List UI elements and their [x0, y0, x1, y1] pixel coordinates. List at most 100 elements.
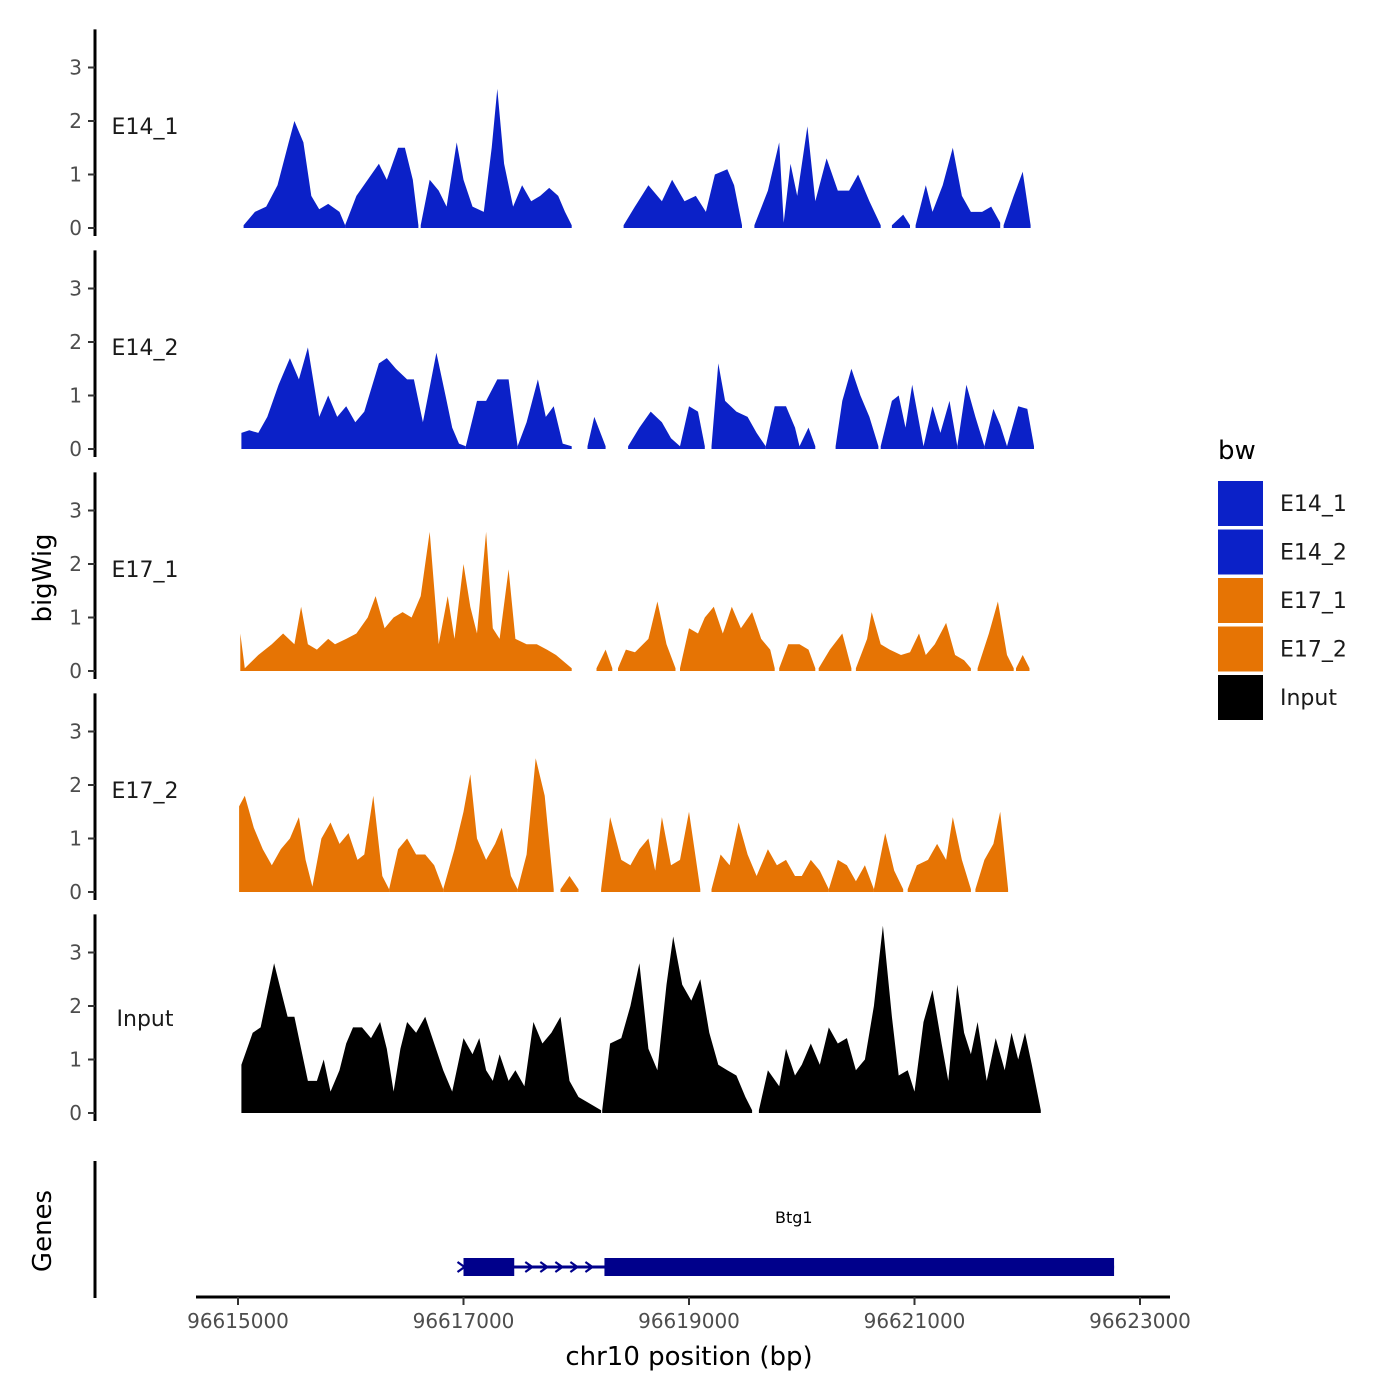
- legend-swatch-E14_2: [1218, 529, 1263, 575]
- y-tick-label: 2: [69, 773, 82, 797]
- legend-label-E17_2: E17_2: [1280, 638, 1347, 663]
- x-axis-title: chr10 position (bp): [565, 1342, 812, 1372]
- signal-area-Input-2: [758, 925, 1041, 1113]
- signal-area-E14_2-8: [799, 427, 816, 449]
- x-tick-label: 96615000: [187, 1309, 289, 1333]
- x-tick-label: 96623000: [1089, 1309, 1191, 1333]
- track-Input: 0 1 2 3 Input: [69, 914, 1041, 1125]
- signal-area-E14_2-13: [984, 408, 1007, 449]
- y-tick-label: 0: [69, 437, 82, 461]
- x-tick-label: 96619000: [638, 1309, 740, 1333]
- signal-area-E17_1-8: [1016, 655, 1030, 671]
- track-E14_2: 0 1 2 3 E14_2: [69, 250, 1034, 461]
- x-axis: 96615000 96617000 96619000 96621000 96623000: [187, 1295, 1191, 1333]
- strand-arrow: [584, 1261, 595, 1273]
- signal-area-E14_2-3: [587, 416, 606, 449]
- y-tick-label: 1: [69, 827, 82, 851]
- bigwig-tracks: 0 1 2 3 E14_1 0 1 2 3 E14_2 0 1 2 3 E17_1 0 1 2 3 E17_2 0 1 2 3…: [69, 29, 1041, 1125]
- signal-area-E17_1-7: [977, 601, 1014, 671]
- y-tick-label: 0: [69, 659, 82, 683]
- signal-area-E14_2-12: [957, 384, 985, 449]
- legend-label-E17_1: E17_1: [1280, 589, 1347, 614]
- legend-swatch-E17_1: [1218, 578, 1263, 623]
- y-tick-label: 0: [69, 880, 82, 904]
- track-E14_1: 0 1 2 3 E14_1: [69, 29, 1031, 240]
- signal-area-E14_2-1: [465, 379, 518, 449]
- signal-area-E14_2-9: [835, 368, 879, 449]
- y-tick-label: 2: [69, 552, 82, 576]
- signal-area-E17_2-8: [873, 833, 904, 892]
- y-tick-label: 1: [69, 163, 82, 187]
- y-tick-label: 2: [69, 109, 82, 133]
- legend-label-Input: Input: [1280, 686, 1337, 711]
- signal-area-E14_2-10: [880, 384, 924, 449]
- y-tick-label: 2: [69, 330, 82, 354]
- signal-area-E14_1-2: [420, 88, 572, 229]
- panel-label-Input: Input: [117, 1007, 174, 1032]
- y-tick-label: 2: [69, 994, 82, 1018]
- genes-track: Btg1: [93, 1161, 1115, 1298]
- y-tick-label: 3: [69, 277, 82, 301]
- gene-exon-0: [463, 1258, 515, 1276]
- legend-swatch-E17_2: [1218, 626, 1263, 672]
- genes-track-title: Genes: [28, 1190, 58, 1272]
- panel-label-E17_1: E17_1: [112, 558, 179, 583]
- signal-area-E14_2-4: [628, 411, 680, 449]
- y-tick-label: 1: [69, 606, 82, 630]
- signal-area-E17_2-10: [975, 811, 1009, 892]
- signal-area-E17_1-5: [818, 633, 852, 671]
- signal-area-E17_2-1: [389, 838, 444, 892]
- y-tick-label: 3: [69, 56, 82, 80]
- panel-label-E14_1: E14_1: [112, 115, 179, 140]
- signal-area-E14_1-3: [623, 169, 742, 228]
- signal-area-E14_1-1: [345, 147, 419, 228]
- y-tick-label: 3: [69, 499, 82, 523]
- signal-area-E17_1-1: [596, 649, 613, 671]
- panel-label-E17_2: E17_2: [112, 779, 179, 804]
- strand-arrow: [539, 1261, 550, 1273]
- y-axis-title: bigWig: [28, 533, 58, 622]
- y-tick-label: 3: [69, 941, 82, 965]
- y-tick-label: 1: [69, 1048, 82, 1072]
- strand-arrow: [524, 1261, 535, 1273]
- legend-label-E14_1: E14_1: [1280, 492, 1347, 517]
- signal-area-E17_1-0: [240, 531, 572, 671]
- strand-arrow: [456, 1261, 467, 1273]
- x-tick-label: 96621000: [864, 1309, 966, 1333]
- strand-arrow: [554, 1261, 565, 1273]
- signal-area-E17_2-0: [239, 795, 390, 892]
- legend-title: bw: [1218, 436, 1256, 466]
- x-tick-label: 96617000: [413, 1309, 515, 1333]
- signal-area-E17_2-5: [601, 811, 701, 892]
- signal-area-E14_2-7: [765, 406, 800, 449]
- gene-label-Btg1: Btg1: [775, 1208, 813, 1227]
- signal-area-E14_1-0: [243, 121, 346, 228]
- signal-area-E14_1-4: [754, 126, 881, 228]
- track-E17_1: 0 1 2 3 E17_1: [69, 472, 1030, 683]
- y-tick-label: 1: [69, 384, 82, 408]
- signal-area-E14_2-11: [923, 400, 958, 449]
- track-E17_2: 0 1 2 3 E17_2: [69, 693, 1009, 904]
- signal-area-E17_1-2: [618, 601, 676, 671]
- signal-area-E14_2-14: [1007, 406, 1034, 449]
- y-tick-label: 0: [69, 1101, 82, 1125]
- signal-area-E14_1-6: [915, 147, 1001, 228]
- legend-label-E14_2: E14_2: [1280, 541, 1347, 566]
- signal-area-E14_2-2: [517, 379, 572, 449]
- signal-area-E14_2-0: [241, 347, 466, 449]
- signal-area-E14_2-6: [711, 363, 766, 449]
- signal-area-E17_1-3: [680, 606, 775, 671]
- signal-area-E17_2-3: [517, 758, 554, 892]
- gene-exon-1: [604, 1258, 1115, 1276]
- signal-area-E17_1-4: [779, 644, 816, 671]
- signal-area-E17_1-6: [855, 612, 971, 671]
- signal-area-E14_2-5: [680, 406, 705, 449]
- signal-area-E17_2-6: [711, 822, 829, 892]
- signal-area-E17_2-9: [907, 817, 971, 892]
- legend: bw E14_1 E14_2 E17_1 E17_2 Input: [1218, 436, 1347, 720]
- legend-swatch-Input: [1218, 675, 1263, 720]
- signal-area-E17_2-7: [828, 859, 874, 892]
- signal-area-E17_2-2: [443, 774, 518, 892]
- signal-area-E17_2-4: [560, 876, 579, 892]
